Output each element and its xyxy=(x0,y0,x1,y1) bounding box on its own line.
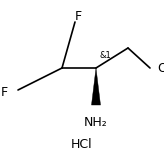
Text: HCl: HCl xyxy=(71,138,93,151)
Text: NH₂: NH₂ xyxy=(84,116,108,129)
Text: OH: OH xyxy=(157,62,164,75)
Text: F: F xyxy=(74,10,82,23)
Polygon shape xyxy=(92,68,101,105)
Text: &1: &1 xyxy=(100,51,112,60)
Text: F: F xyxy=(1,86,8,99)
